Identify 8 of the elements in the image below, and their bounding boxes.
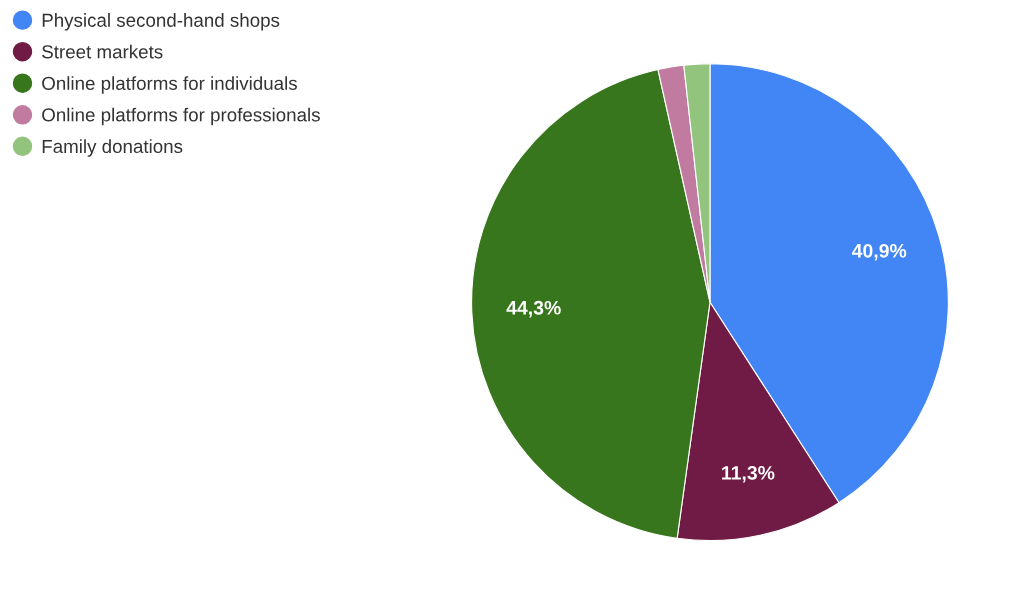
data-label: 11,3% [722,465,775,483]
legend-label: Online platforms for individuals [42,76,297,94]
data-label: 44,3% [506,300,561,318]
data-label: 40,9% [851,243,907,261]
legend-label: Online platforms for professionals [42,107,320,126]
legend-label: Street markets [42,44,163,59]
legend-label: Family donations [42,139,183,157]
legend-label: Physical second-hand shops [42,13,280,31]
